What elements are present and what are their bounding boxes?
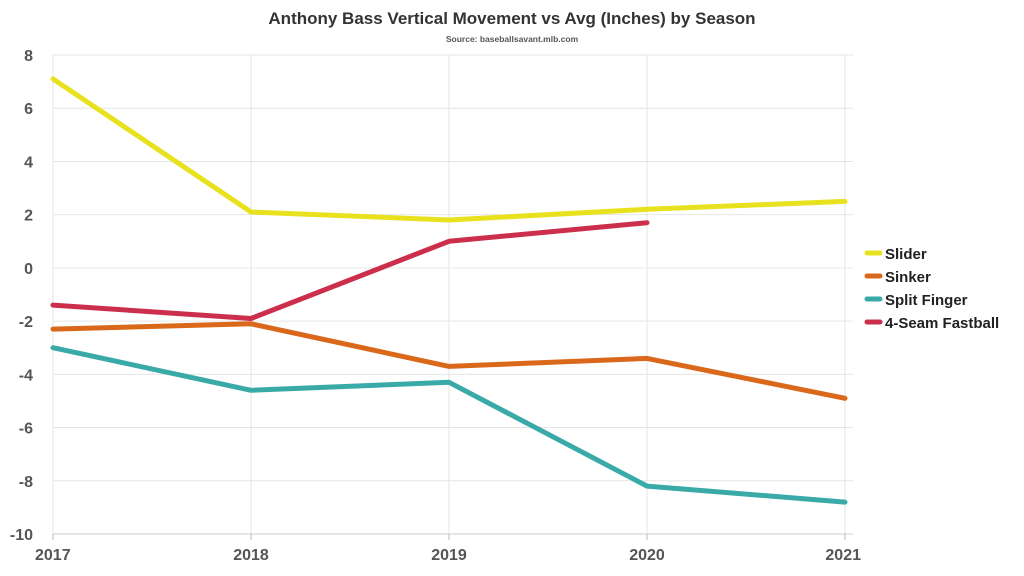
x-tick-label: 2019: [431, 547, 467, 564]
legend-label-4-seam-fastball: 4-Seam Fastball: [885, 315, 999, 332]
x-tick-label: 2020: [629, 547, 665, 564]
series-line-4-seam-fastball: [50, 220, 650, 321]
y-tick-label: 6: [24, 101, 33, 118]
series-lines: [50, 76, 848, 505]
y-tick-label: 0: [24, 261, 33, 278]
chart-title: Anthony Bass Vertical Movement vs Avg (I…: [268, 9, 755, 28]
y-tick-label: -10: [10, 527, 33, 544]
x-tick-label: 2018: [233, 547, 269, 564]
series-line-sinker: [50, 321, 848, 401]
legend-label-split-finger: Split Finger: [885, 292, 968, 309]
series-line-slider: [50, 76, 848, 223]
y-tick-label: 4: [24, 154, 33, 171]
y-tick-label: 2: [24, 208, 33, 225]
chart-subtitle: Source: baseballsavant.mlb.com: [446, 34, 579, 44]
y-tick-label: 8: [24, 48, 33, 65]
legend-label-sinker: Sinker: [885, 269, 931, 286]
x-tick-label: 2021: [825, 547, 861, 564]
series-line-split-finger: [50, 345, 848, 505]
y-tick-label: -6: [19, 421, 33, 438]
gridlines: [52, 54, 853, 535]
y-tick-label: -4: [19, 367, 33, 384]
y-tick-label: -2: [19, 314, 33, 331]
x-tick-label: 2017: [35, 547, 71, 564]
legend: Slider Sinker Split Finger 4-Seam Fastball: [864, 246, 999, 332]
legend-label-slider: Slider: [885, 246, 927, 263]
y-tick-label: -8: [19, 474, 33, 491]
